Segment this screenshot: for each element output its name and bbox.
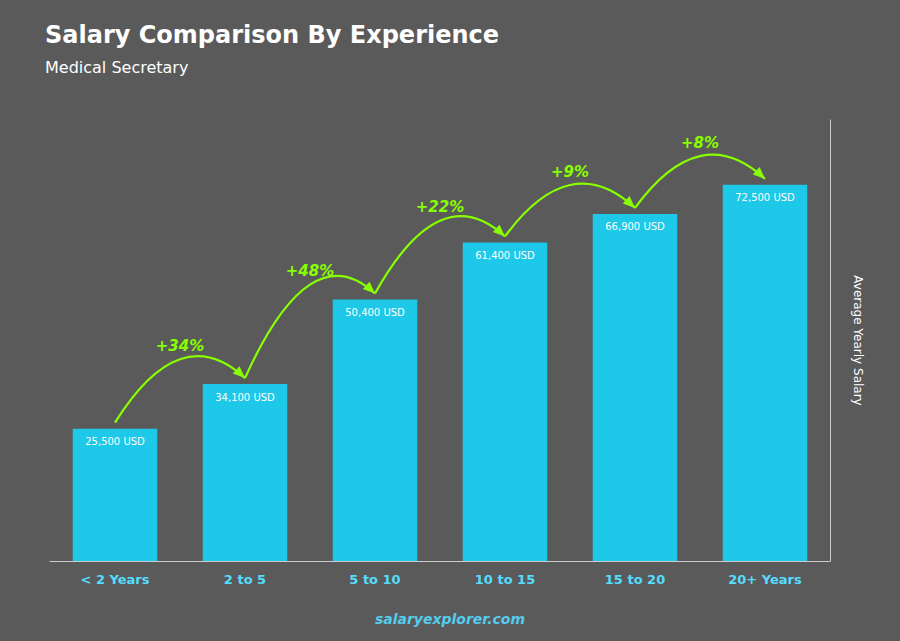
svg-text:+22%: +22% <box>416 198 464 216</box>
svg-text:salaryexplorer.com: salaryexplorer.com <box>375 611 525 627</box>
svg-text:61,400 USD: 61,400 USD <box>475 250 535 261</box>
svg-text:15 to 20: 15 to 20 <box>605 572 665 587</box>
svg-text:+48%: +48% <box>286 262 334 280</box>
svg-text:Medical Secretary: Medical Secretary <box>45 58 188 77</box>
svg-text:Average Yearly Salary: Average Yearly Salary <box>851 275 865 405</box>
svg-text:5 to 10: 5 to 10 <box>349 572 400 587</box>
svg-text:20+ Years: 20+ Years <box>728 572 802 587</box>
svg-text:25,500 USD: 25,500 USD <box>85 436 145 447</box>
svg-text:66,900 USD: 66,900 USD <box>605 221 665 232</box>
svg-text:72,500 USD: 72,500 USD <box>735 192 795 203</box>
svg-text:10 to 15: 10 to 15 <box>475 572 535 587</box>
svg-text:+34%: +34% <box>156 337 204 355</box>
svg-text:34,100 USD: 34,100 USD <box>215 392 275 403</box>
svg-text:< 2 Years: < 2 Years <box>81 572 150 587</box>
svg-text:50,400 USD: 50,400 USD <box>345 307 405 318</box>
svg-text:+9%: +9% <box>551 163 589 181</box>
svg-text:2 to 5: 2 to 5 <box>224 572 266 587</box>
svg-text:+8%: +8% <box>681 134 719 152</box>
svg-text:Salary Comparison By Experienc: Salary Comparison By Experience <box>45 21 499 49</box>
